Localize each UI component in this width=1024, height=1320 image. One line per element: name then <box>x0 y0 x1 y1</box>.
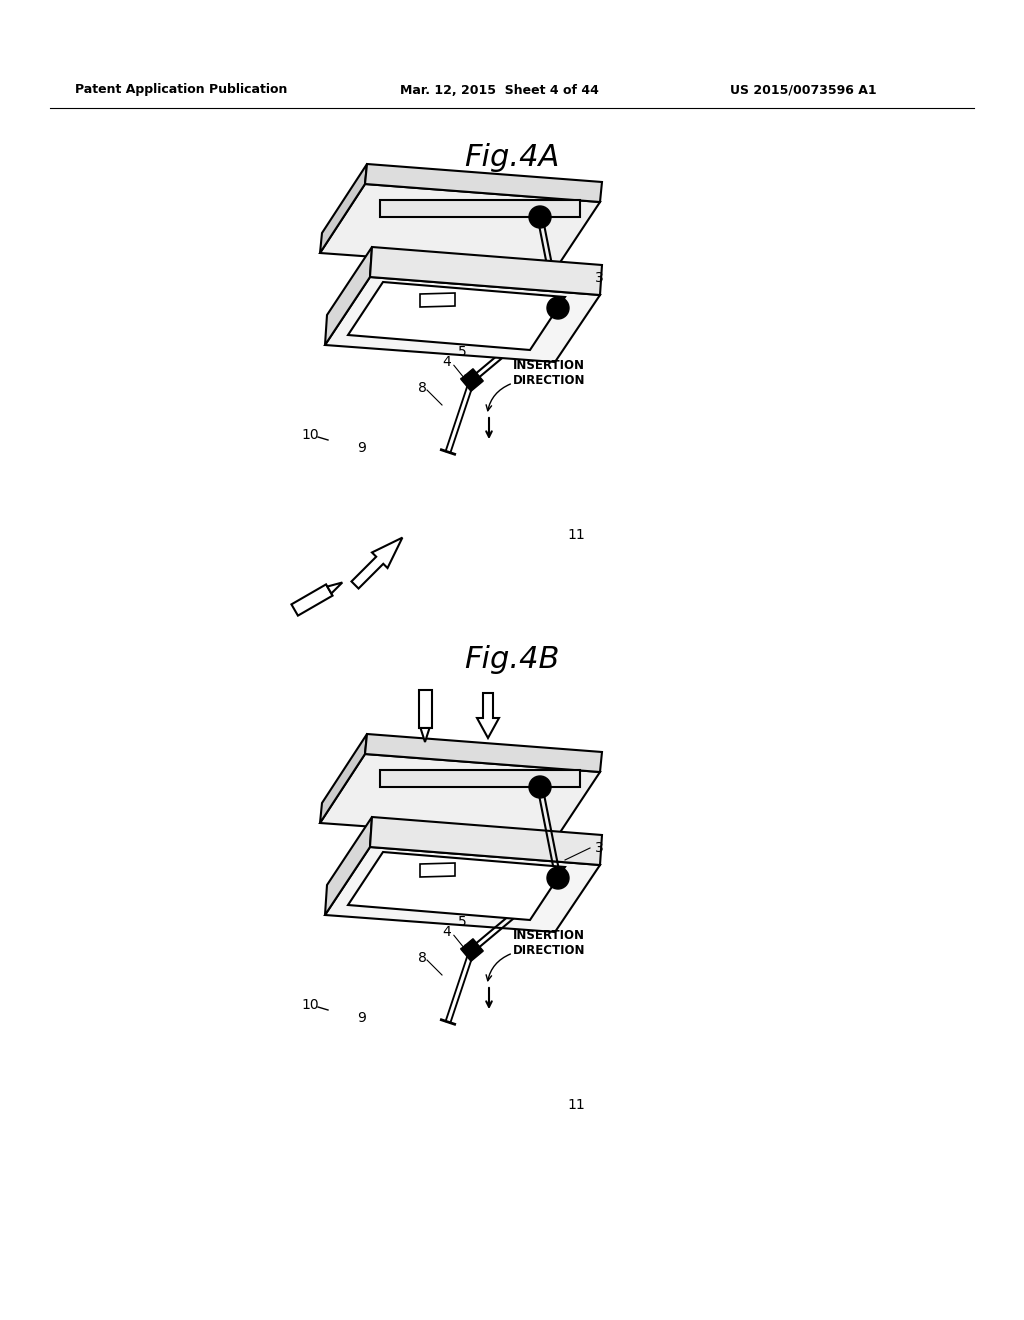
Polygon shape <box>421 729 429 742</box>
Text: Patent Application Publication: Patent Application Publication <box>75 83 288 96</box>
Text: 10: 10 <box>301 428 318 442</box>
Text: 5: 5 <box>458 345 466 359</box>
Polygon shape <box>351 537 402 589</box>
Circle shape <box>547 297 569 319</box>
Text: 4: 4 <box>442 925 452 939</box>
Polygon shape <box>419 690 431 729</box>
Text: Mar. 12, 2015  Sheet 4 of 44: Mar. 12, 2015 Sheet 4 of 44 <box>400 83 599 96</box>
Text: 8: 8 <box>418 950 426 965</box>
Polygon shape <box>319 164 367 253</box>
Text: 3: 3 <box>595 271 604 285</box>
Polygon shape <box>292 585 333 615</box>
Polygon shape <box>325 847 600 932</box>
Text: INSERTION
DIRECTION: INSERTION DIRECTION <box>513 359 586 387</box>
Polygon shape <box>370 247 602 294</box>
Circle shape <box>529 776 551 799</box>
Text: 4: 4 <box>442 355 452 370</box>
Text: 5: 5 <box>458 915 466 929</box>
Text: 9: 9 <box>357 441 366 455</box>
Polygon shape <box>328 582 342 594</box>
Polygon shape <box>380 201 580 216</box>
Polygon shape <box>348 851 565 920</box>
Text: 3: 3 <box>595 841 604 855</box>
Text: 9: 9 <box>357 1011 366 1026</box>
Text: US 2015/0073596 A1: US 2015/0073596 A1 <box>730 83 877 96</box>
Text: 8: 8 <box>418 381 426 395</box>
Polygon shape <box>420 293 455 308</box>
Polygon shape <box>461 368 483 391</box>
Polygon shape <box>477 693 499 738</box>
Circle shape <box>529 206 551 228</box>
Polygon shape <box>370 817 602 865</box>
Polygon shape <box>420 863 455 876</box>
Polygon shape <box>325 277 600 362</box>
Polygon shape <box>319 734 367 822</box>
Polygon shape <box>380 770 580 787</box>
Text: Fig.4B: Fig.4B <box>464 645 560 675</box>
Polygon shape <box>319 754 600 840</box>
Text: 10: 10 <box>301 998 318 1012</box>
Polygon shape <box>319 183 600 271</box>
Text: 11: 11 <box>567 528 585 543</box>
Circle shape <box>547 867 569 888</box>
Polygon shape <box>325 247 372 345</box>
Text: INSERTION
DIRECTION: INSERTION DIRECTION <box>513 929 586 957</box>
Polygon shape <box>365 734 602 772</box>
Polygon shape <box>461 939 483 961</box>
Text: 11: 11 <box>567 1098 585 1111</box>
Polygon shape <box>365 164 602 202</box>
Text: Fig.4A: Fig.4A <box>464 144 560 173</box>
Polygon shape <box>325 817 372 915</box>
Polygon shape <box>348 282 565 350</box>
